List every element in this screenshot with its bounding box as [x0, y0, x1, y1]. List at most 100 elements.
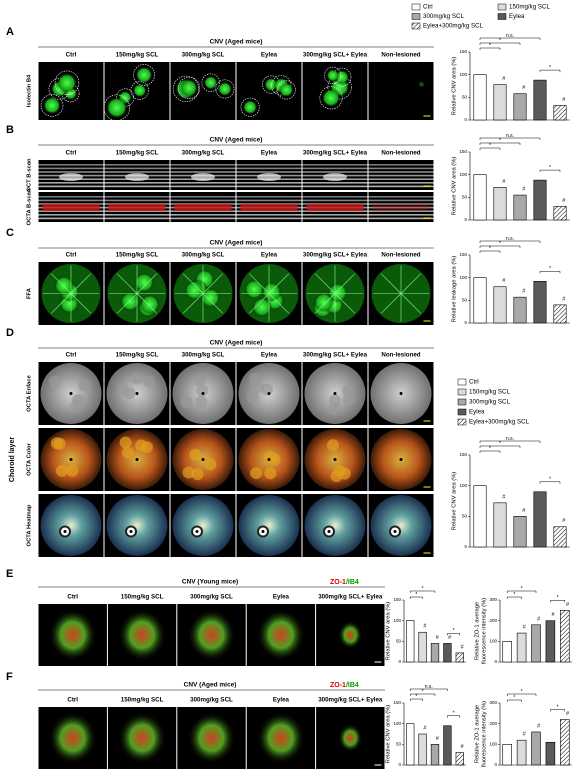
legend-swatch [457, 398, 467, 406]
column-label: Eylea [273, 697, 290, 704]
lesion [191, 173, 215, 181]
layer-band [236, 164, 302, 166]
vessel [268, 293, 290, 314]
lesion-outline [215, 79, 235, 99]
column-label: 300mg/kg SCL+ Eylea [303, 252, 368, 259]
significance-label: * [499, 441, 501, 447]
bar [553, 526, 567, 548]
significance-label: * [415, 694, 417, 700]
row-label: OCTA B-scan [27, 188, 33, 225]
y-tick-label: 100 [489, 742, 497, 747]
layer-band [38, 185, 104, 188]
lesion [342, 393, 355, 406]
micrograph [236, 192, 302, 222]
bar-mark: # [562, 198, 566, 204]
significance-bracket [506, 590, 537, 593]
significance-label: n.s. [506, 436, 514, 442]
vessel [400, 293, 422, 314]
lesion [256, 609, 305, 661]
lesion [70, 400, 83, 413]
vessel [116, 293, 138, 314]
significance-bracket [479, 137, 541, 140]
layer-band [236, 185, 302, 188]
panel-title: CNV (Aged mice) [210, 39, 263, 46]
y-tick-label: 0 [494, 762, 497, 767]
micrograph [38, 428, 104, 491]
column-label: 150mg/kg SCL [116, 252, 159, 259]
row-label: OCTA Enface [27, 375, 33, 412]
y-tick-label: 100 [393, 721, 401, 726]
panel-title: CNV (Young mice) [182, 579, 238, 586]
significance-bracket [539, 169, 561, 173]
bar [473, 277, 487, 324]
leak [327, 282, 348, 303]
lesion [217, 81, 233, 97]
bar-mark: # [537, 616, 541, 622]
layer-band [38, 164, 104, 166]
bar [553, 206, 567, 221]
significance-label: * [513, 592, 515, 598]
column-label: Ctrl [66, 352, 77, 359]
panel-title: CNV (Aged mice) [184, 682, 237, 689]
lesion [204, 458, 217, 471]
lesion [50, 437, 63, 450]
significance-bracket [506, 699, 522, 702]
disc-center [333, 458, 337, 461]
disc-center [393, 530, 397, 533]
bar [493, 84, 507, 121]
lesion [105, 96, 128, 119]
micrograph [368, 192, 434, 222]
disc-center [69, 392, 73, 395]
bar [533, 491, 547, 548]
disc-center [135, 392, 139, 395]
column-label: 150mg/kg SCL [116, 352, 159, 359]
y-tick-label: 0 [464, 320, 467, 325]
y-axis-label: Relative ZO-1 average [475, 705, 481, 763]
bar [533, 79, 547, 121]
layer-band [368, 206, 434, 209]
micrograph [104, 192, 170, 222]
bar [455, 652, 464, 663]
y-tick-label: 150 [459, 252, 467, 257]
significance-bracket [539, 271, 561, 274]
layer-band [302, 210, 368, 212]
vessel [50, 293, 72, 314]
vessel [334, 273, 356, 294]
lesion [118, 609, 167, 661]
disc-center [201, 458, 205, 461]
y-axis-label: Relative CNV area (%) [452, 472, 458, 531]
layer-band [38, 167, 104, 170]
vessel [248, 293, 270, 314]
legend-swatch [497, 13, 507, 20]
vessel [202, 273, 224, 294]
layer-band [236, 171, 302, 173]
panel-letter: B [6, 124, 14, 136]
bar-mark: # [502, 179, 506, 185]
vessel [314, 293, 336, 314]
layer-band [368, 217, 434, 220]
micrograph [302, 428, 368, 491]
column-label: 150mg/kg SCL [121, 594, 164, 601]
bar [560, 719, 570, 766]
layer-band [236, 199, 302, 202]
bar [533, 280, 547, 324]
vessel [380, 293, 402, 314]
row-label: Isolectin B4 [27, 74, 33, 107]
micrograph [368, 494, 434, 557]
bar [531, 731, 541, 766]
y-tick-label: 300 [489, 597, 497, 602]
layer-band [368, 174, 434, 177]
significance-label: * [489, 246, 491, 252]
layer-band [236, 182, 302, 184]
layer-band [302, 171, 368, 173]
column-label: Non-lesioned [381, 150, 420, 157]
lesion-outline [172, 75, 200, 102]
column-label: Ctrl [66, 52, 77, 59]
lesion [180, 79, 198, 97]
bar [513, 516, 527, 548]
y-tick-label: 150 [393, 597, 401, 602]
micrograph [368, 362, 434, 425]
micrograph [104, 362, 170, 425]
bar-mark: # [552, 612, 556, 618]
y-tick-label: 150 [459, 149, 467, 154]
